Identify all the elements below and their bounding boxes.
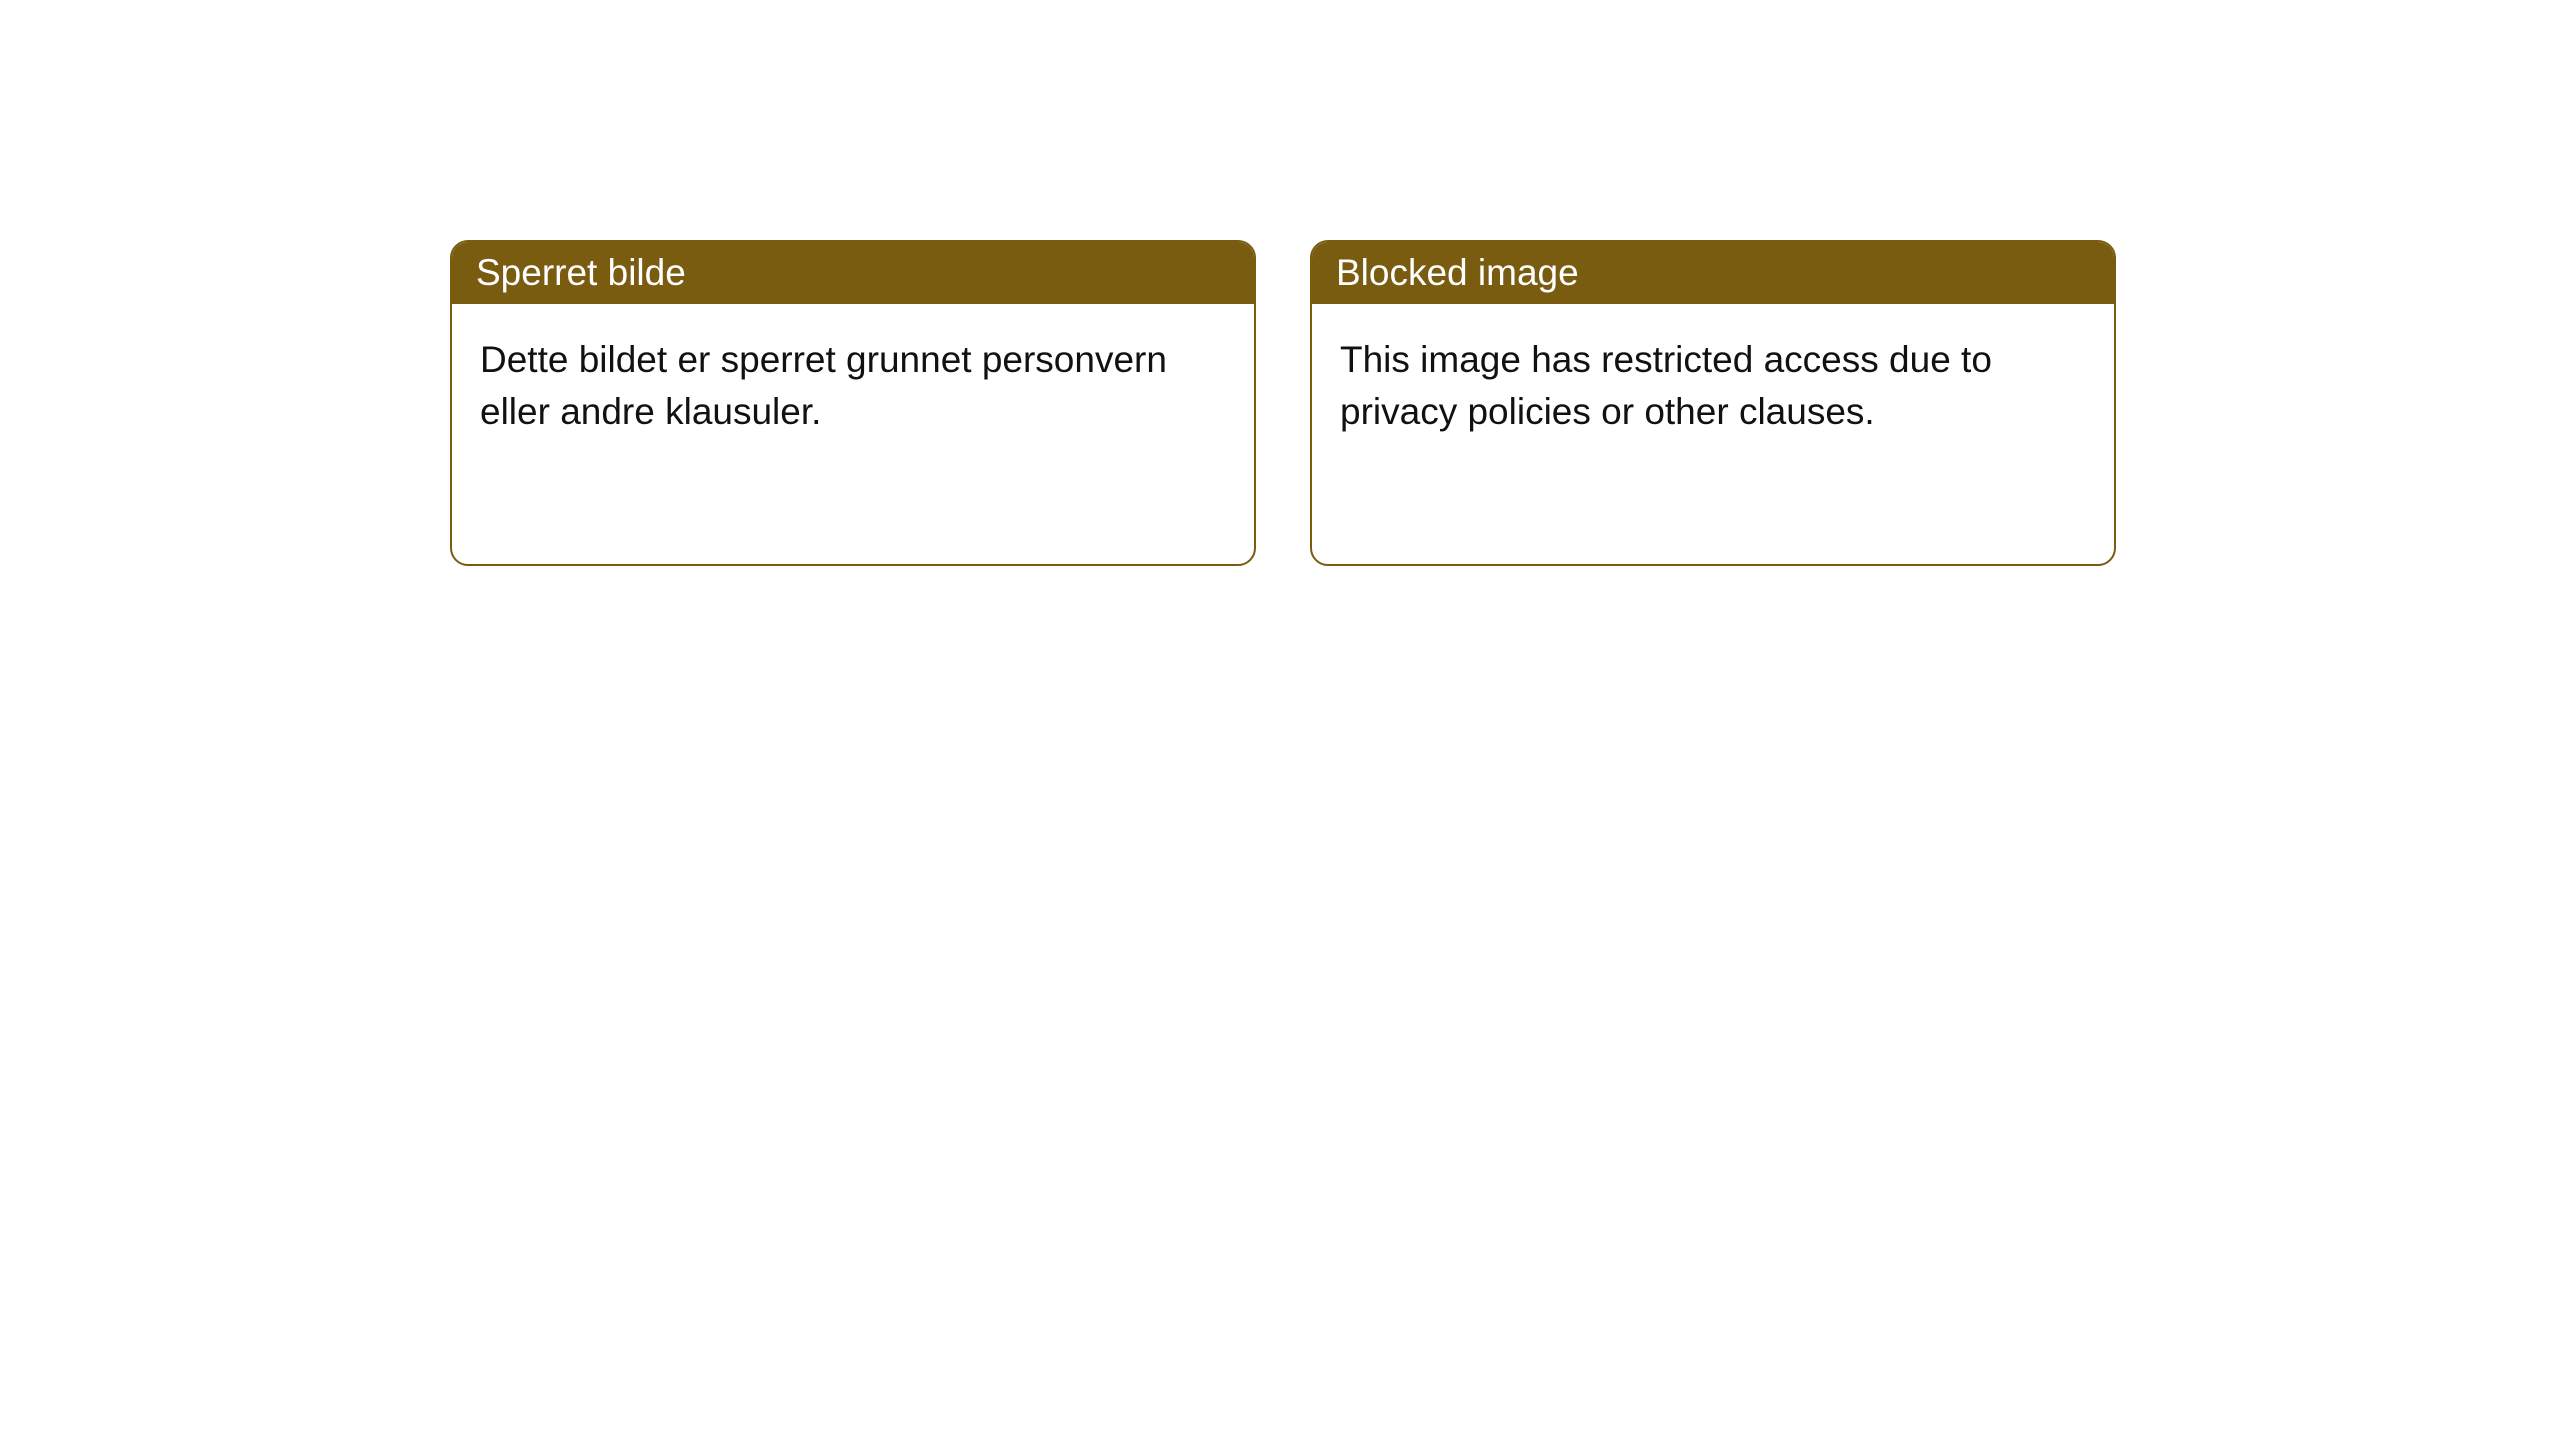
notice-body: Dette bildet er sperret grunnet personve… bbox=[452, 304, 1254, 564]
notice-card-english: Blocked image This image has restricted … bbox=[1310, 240, 2116, 566]
notice-body: This image has restricted access due to … bbox=[1312, 304, 2114, 564]
notice-container: Sperret bilde Dette bildet er sperret gr… bbox=[0, 0, 2560, 566]
notice-title: Sperret bilde bbox=[452, 242, 1254, 304]
notice-card-norwegian: Sperret bilde Dette bildet er sperret gr… bbox=[450, 240, 1256, 566]
notice-title: Blocked image bbox=[1312, 242, 2114, 304]
